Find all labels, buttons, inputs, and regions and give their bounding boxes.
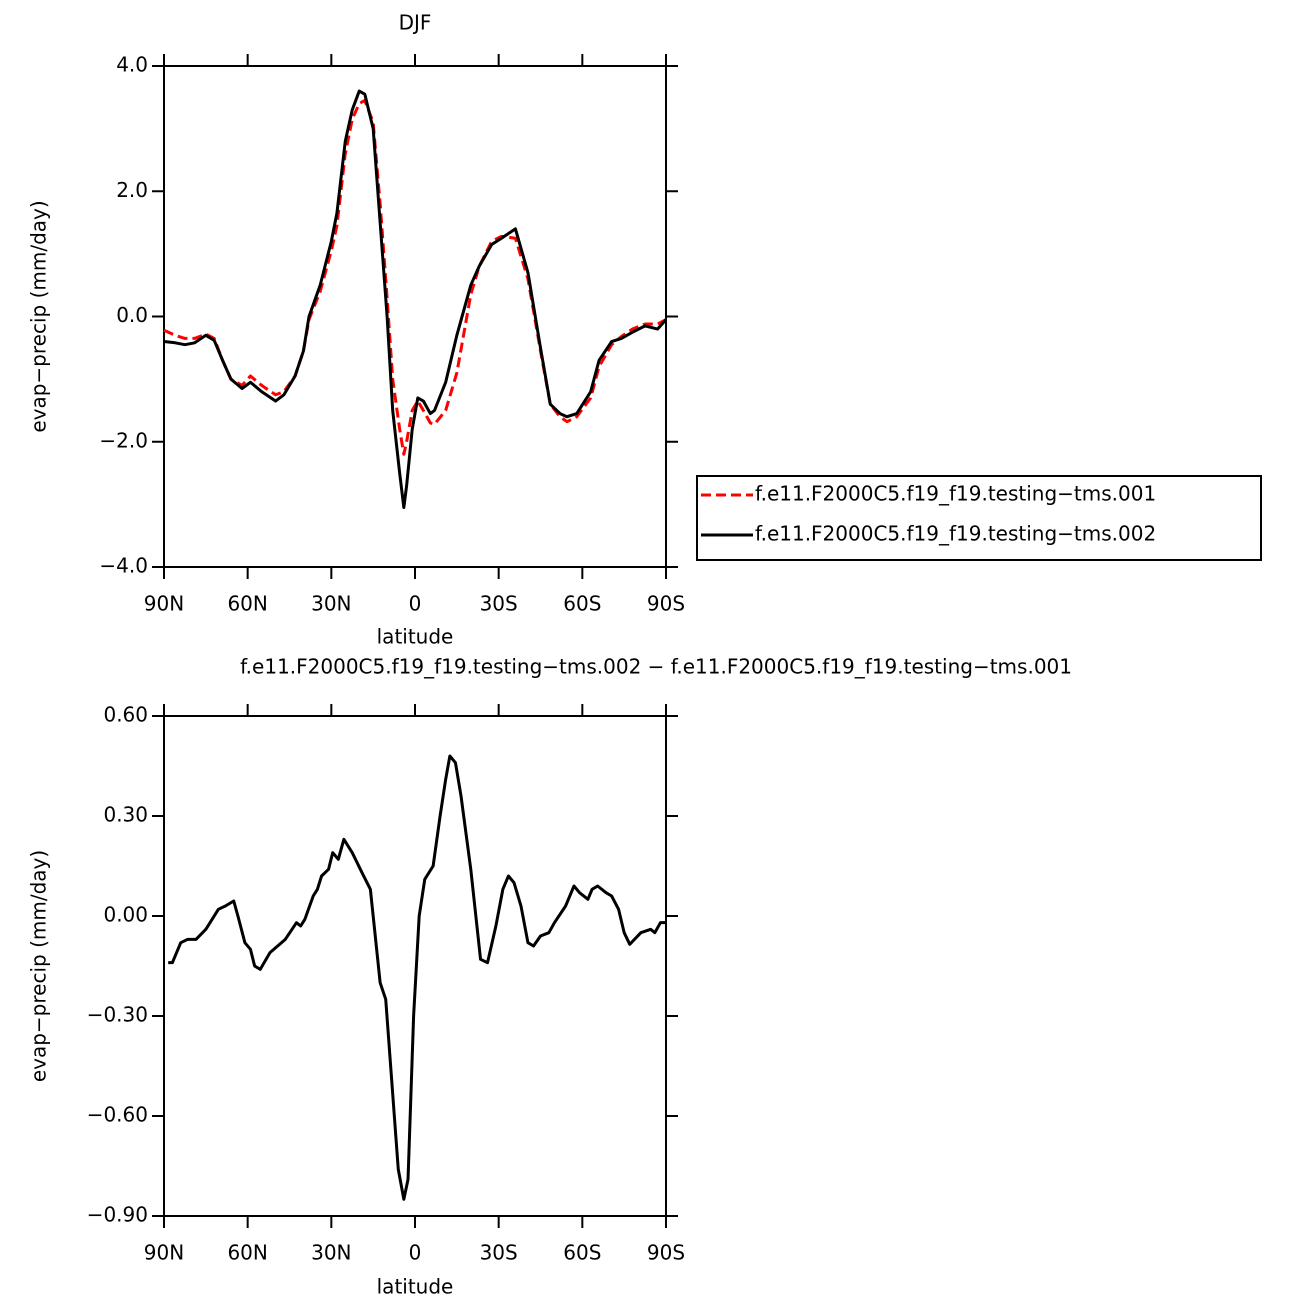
x-tick-label: 90N bbox=[144, 1241, 184, 1265]
x-tick-label: 60S bbox=[563, 1241, 601, 1265]
legend-label: f.e11.F2000C5.f19_f19.testing−tms.002 bbox=[755, 522, 1156, 546]
y-tick-label: −0.60 bbox=[87, 1103, 148, 1127]
legend-label: f.e11.F2000C5.f19_f19.testing−tms.001 bbox=[755, 482, 1156, 506]
data-line bbox=[163, 98, 667, 456]
x-tick-label: 60N bbox=[227, 592, 267, 616]
y-tick-label: −0.30 bbox=[87, 1003, 148, 1027]
data-line bbox=[163, 89, 668, 510]
y-axis-label: evap−precip (mm/day) bbox=[27, 200, 51, 432]
x-axis-label: latitude bbox=[377, 625, 454, 649]
x-tick-label: 0 bbox=[409, 1241, 422, 1265]
plot-frame bbox=[163, 65, 667, 568]
x-axis-label: latitude bbox=[377, 1275, 454, 1299]
x-tick-label: 90S bbox=[647, 1241, 685, 1265]
chart-title: DJF bbox=[399, 11, 432, 35]
y-tick-label: −2.0 bbox=[99, 428, 148, 452]
y-tick-label: −0.90 bbox=[87, 1203, 148, 1227]
legend-box bbox=[696, 475, 1262, 561]
x-tick-label: 30N bbox=[311, 592, 351, 616]
x-tick-label: 60N bbox=[227, 1241, 267, 1265]
y-tick-label: −4.0 bbox=[99, 554, 148, 578]
y-tick-label: 0.60 bbox=[103, 703, 148, 727]
chart-title: f.e11.F2000C5.f19_f19.testing−tms.002 − … bbox=[240, 655, 1072, 679]
x-tick-label: 30S bbox=[480, 1241, 518, 1265]
x-tick-label: 0 bbox=[409, 592, 422, 616]
y-tick-label: 2.0 bbox=[116, 178, 148, 202]
x-tick-label: 30S bbox=[480, 592, 518, 616]
y-tick-label: 0.0 bbox=[116, 303, 148, 327]
data-line bbox=[168, 754, 666, 1201]
y-tick-label: 4.0 bbox=[116, 53, 148, 77]
x-tick-label: 30N bbox=[311, 1241, 351, 1265]
x-tick-label: 90N bbox=[144, 592, 184, 616]
y-tick-label: 0.00 bbox=[103, 903, 148, 927]
x-tick-label: 90S bbox=[647, 592, 685, 616]
y-axis-label: evap−precip (mm/day) bbox=[27, 850, 51, 1082]
y-tick-label: 0.30 bbox=[103, 803, 148, 827]
x-tick-label: 60S bbox=[563, 592, 601, 616]
